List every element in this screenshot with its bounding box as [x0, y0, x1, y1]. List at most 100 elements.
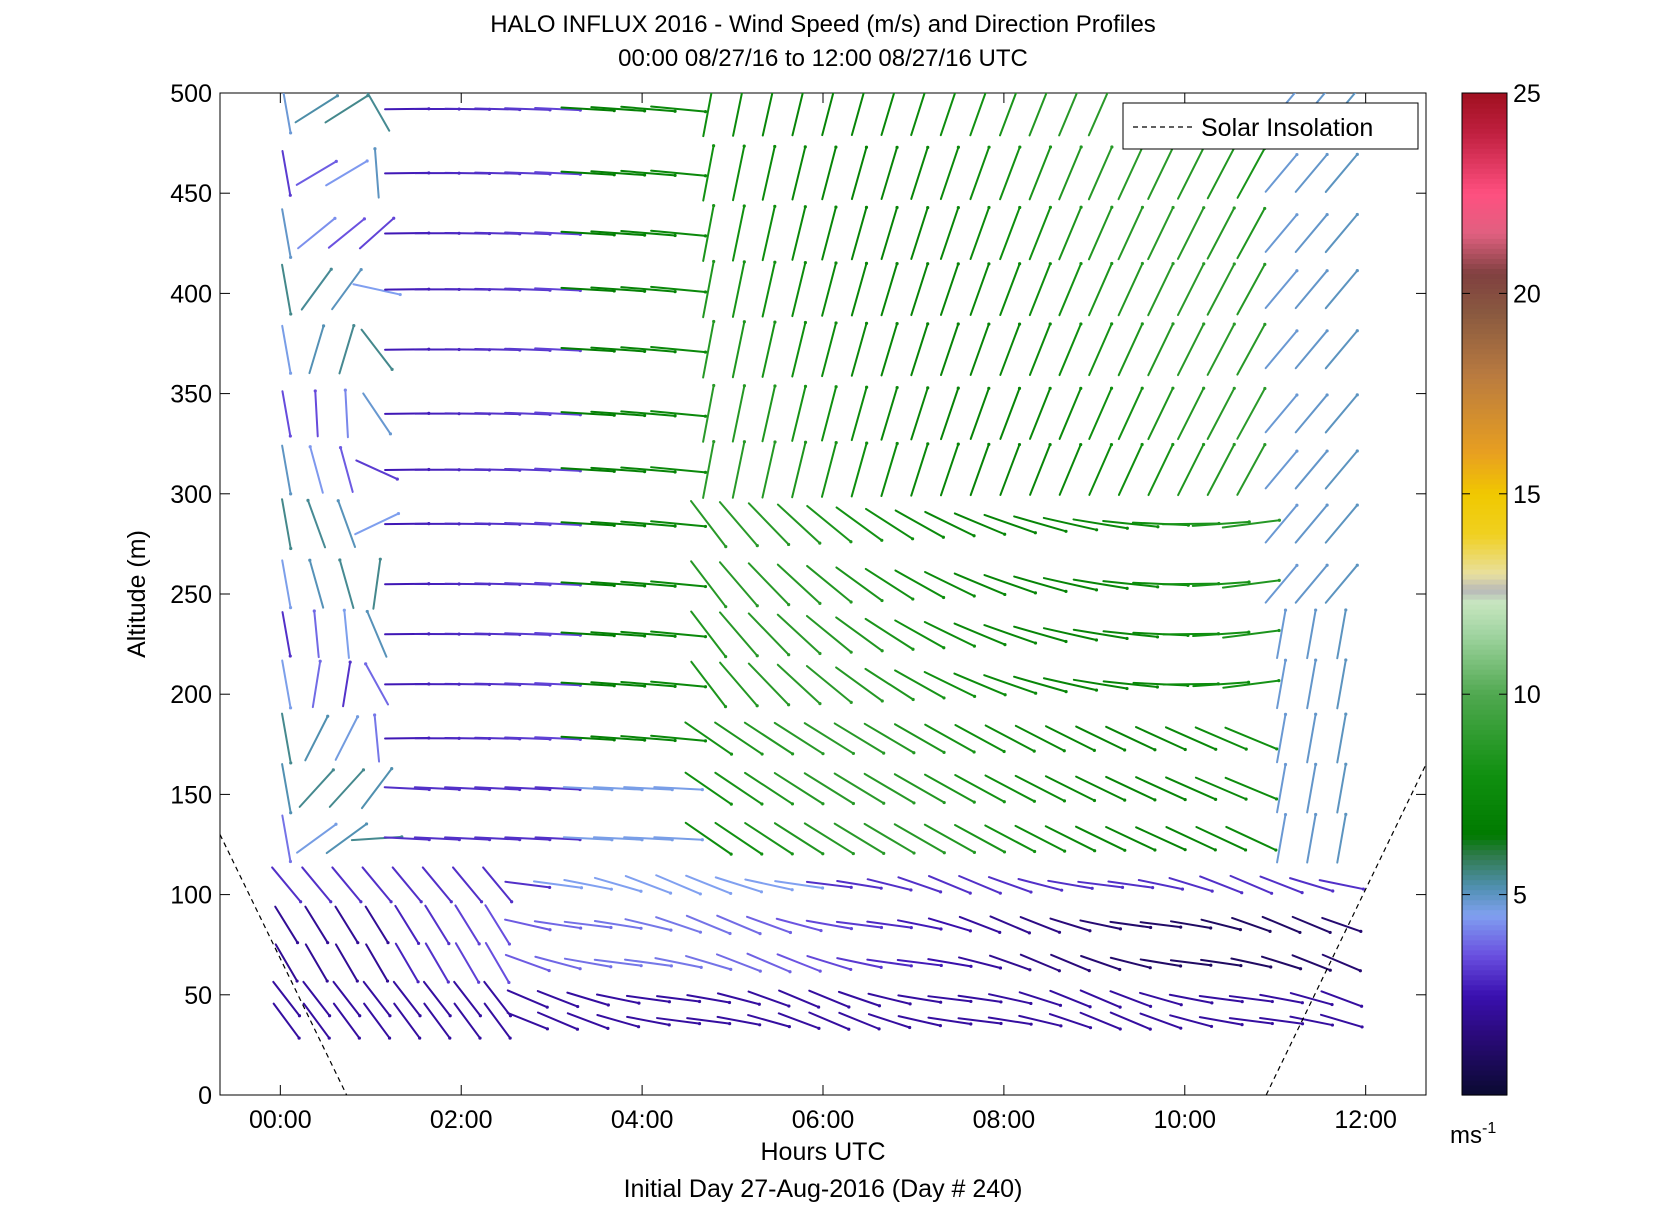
colorbar-swatch	[1462, 428, 1507, 435]
wind-vector-head	[758, 969, 762, 973]
wind-vector-head	[1057, 969, 1061, 973]
wind-vector	[778, 989, 820, 1009]
wind-vector	[1230, 957, 1272, 968]
wind-vector-head	[1064, 690, 1068, 694]
wind-vector	[1306, 813, 1317, 864]
wind-vector-head	[712, 80, 715, 83]
wind-vector-head	[999, 1021, 1003, 1026]
wind-vector-head	[1120, 885, 1125, 889]
wind-vector	[590, 631, 646, 637]
wind-vector	[1109, 990, 1152, 1008]
wind-vector-head	[787, 653, 791, 657]
wind-vector	[863, 772, 915, 804]
wind-vector-head	[1017, 322, 1022, 326]
wind-vector	[1047, 879, 1094, 890]
wind-vector	[747, 1014, 791, 1028]
wind-vector	[394, 942, 420, 983]
wind-vector-head	[1118, 927, 1123, 931]
wind-vector	[983, 624, 1037, 645]
wind-vector	[394, 904, 420, 945]
wind-vector	[474, 786, 521, 791]
wind-vector	[302, 980, 331, 1017]
wind-vector-head	[479, 900, 484, 904]
wind-vector	[958, 874, 1002, 895]
colorbar-swatch	[1462, 518, 1507, 525]
wind-vector	[1018, 991, 1062, 1007]
wind-vector-head	[787, 542, 791, 547]
colorbar-swatch	[1462, 558, 1507, 565]
wind-vector-head	[1295, 269, 1299, 273]
wind-vector	[1049, 917, 1091, 932]
wind-vector-head	[639, 889, 643, 893]
colorbar-swatch	[1462, 408, 1507, 415]
wind-vector-head	[1210, 889, 1214, 893]
wind-vector	[453, 1002, 481, 1040]
wind-vector	[927, 917, 972, 932]
wind-vector	[1139, 991, 1183, 1006]
wind-vector	[1042, 677, 1098, 692]
wind-vector	[1176, 322, 1205, 377]
wind-vector-head	[703, 350, 708, 354]
wind-vector-head	[849, 600, 853, 604]
colorbar-swatch	[1462, 443, 1507, 450]
colorbar-swatch	[1462, 959, 1507, 966]
wind-vector	[1222, 629, 1281, 639]
wind-vector	[702, 204, 715, 262]
wind-vector	[534, 347, 582, 352]
wind-vector	[1014, 824, 1066, 853]
wind-vector-head	[1314, 762, 1318, 766]
wind-vector-head	[398, 292, 402, 297]
wind-vector	[1139, 921, 1182, 929]
wind-vector	[1049, 989, 1092, 1008]
wind-vector	[1336, 763, 1347, 814]
colorbar-swatch	[1462, 308, 1507, 315]
wind-vector	[620, 580, 677, 588]
wind-vector	[304, 905, 329, 944]
colorbar-swatch	[1462, 393, 1507, 400]
wind-vector-head	[849, 700, 853, 704]
wind-vector	[590, 286, 646, 293]
wind-vector	[484, 942, 510, 984]
wind-vector	[747, 612, 790, 656]
wind-vector-head	[1123, 848, 1127, 852]
wind-vector	[1306, 763, 1317, 814]
x-tick-label: 02:00	[430, 1106, 493, 1134]
wind-vector-head	[834, 205, 838, 209]
wind-vector-head	[1209, 926, 1213, 930]
wind-vector	[773, 822, 824, 855]
wind-vector-head	[703, 584, 708, 589]
wind-vector	[1013, 575, 1067, 593]
colorbar-swatch	[1462, 1019, 1507, 1026]
wind-vector	[454, 904, 481, 945]
colorbar-swatch	[1462, 634, 1507, 640]
wind-vector	[592, 836, 643, 841]
colorbar-swatch	[1462, 819, 1507, 826]
wind-vector	[1075, 725, 1126, 752]
wind-vector-head	[834, 145, 838, 149]
colorbar-swatch	[1462, 163, 1507, 169]
colorbar-swatch	[1462, 689, 1507, 695]
wind-vector	[1206, 263, 1236, 316]
wind-vector	[1199, 875, 1243, 894]
wind-vector-head	[388, 1014, 392, 1018]
wind-vector-head	[343, 388, 347, 392]
colorbar-swatch	[1462, 874, 1507, 881]
wind-vector-head	[760, 752, 764, 756]
colorbar-swatch	[1462, 684, 1507, 690]
wind-vector-head	[673, 173, 677, 177]
wind-vector	[924, 570, 976, 597]
wind-vector-head	[642, 413, 647, 418]
colorbar-swatch	[1462, 198, 1507, 204]
wind-vector	[383, 836, 431, 841]
wind-vector	[850, 386, 868, 442]
wind-vector-head	[1358, 969, 1362, 973]
wind-vector	[308, 324, 325, 375]
wind-vector	[954, 774, 1006, 803]
wind-vector	[1019, 916, 1061, 934]
wind-vector	[1075, 775, 1126, 802]
wind-vector	[761, 93, 774, 137]
wind-vector-head	[1125, 686, 1129, 691]
wind-vector	[504, 107, 551, 111]
wind-vector	[620, 410, 677, 417]
colorbar-swatch	[1462, 909, 1507, 916]
